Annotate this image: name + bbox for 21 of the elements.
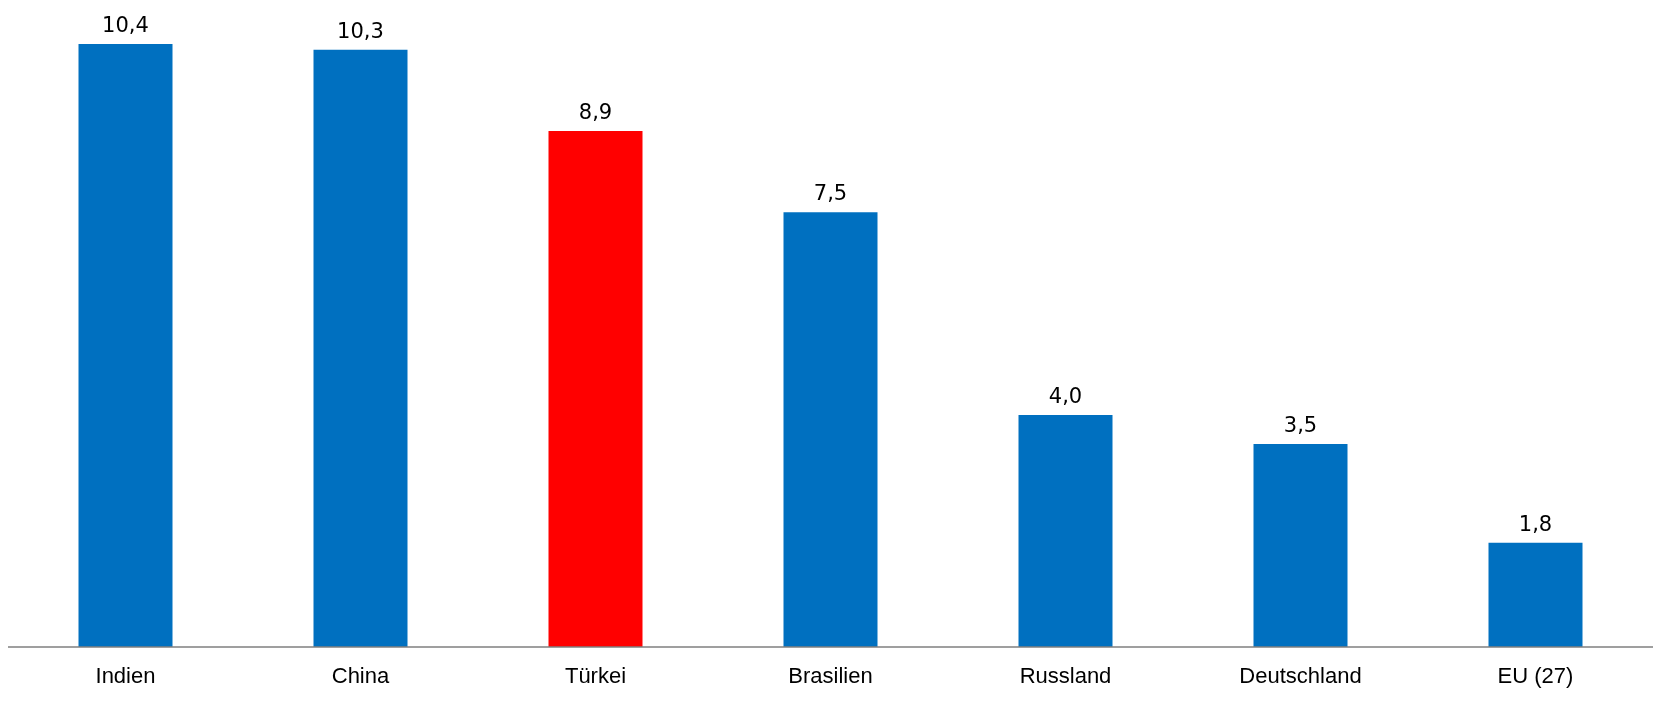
bar xyxy=(1253,444,1348,647)
x-tick-label: Russland xyxy=(1019,662,1112,688)
data-label: 1,8 xyxy=(1518,511,1553,536)
data-label: 4,0 xyxy=(1048,384,1083,409)
x-tick-label: Brasilien xyxy=(788,662,873,688)
x-tick-label: Türkei xyxy=(564,662,627,688)
bar xyxy=(1018,415,1113,647)
data-label: 8,9 xyxy=(578,99,613,124)
x-tick-label: Deutschland xyxy=(1239,662,1362,688)
bar xyxy=(783,212,878,647)
x-tick-label: Indien xyxy=(95,662,156,688)
bar xyxy=(78,44,173,647)
x-tick-label: China xyxy=(331,662,390,688)
data-label: 10,3 xyxy=(337,18,384,43)
bar xyxy=(1488,542,1583,647)
bar xyxy=(313,49,408,647)
data-label: 7,5 xyxy=(813,181,848,206)
bar xyxy=(548,130,643,647)
data-label: 10,4 xyxy=(102,13,149,37)
data-label: 3,5 xyxy=(1283,413,1318,438)
x-tick-label: EU (27) xyxy=(1497,662,1574,688)
